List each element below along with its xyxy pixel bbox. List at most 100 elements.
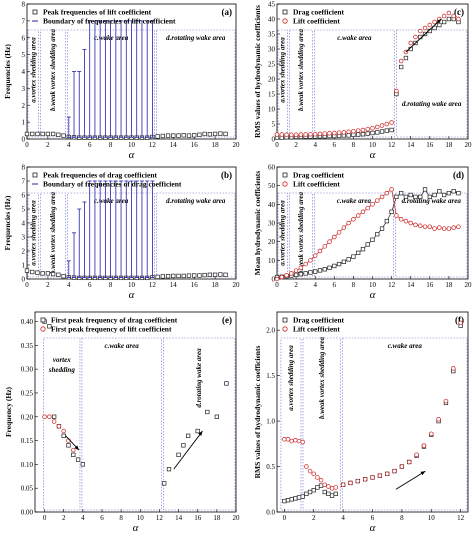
data-point (456, 224, 461, 229)
data-point (298, 265, 304, 271)
y-tick-label: 0.35 (21, 342, 34, 350)
y-tick-label: 1.5 (266, 372, 275, 380)
region-box (156, 192, 236, 278)
data-point (389, 120, 394, 125)
data-point (308, 131, 313, 137)
y-tick-label: 0.0 (266, 509, 275, 517)
data-point (181, 133, 186, 138)
data-point (332, 130, 337, 136)
region-box (156, 29, 236, 138)
data-point (313, 269, 318, 274)
y-tick-label: 35 (268, 31, 276, 39)
x-tick-label: 10 (128, 141, 136, 149)
y-axis-label: Frequencies (Hz) (3, 195, 12, 250)
data-point (304, 491, 309, 496)
data-point (451, 13, 456, 19)
data-point (399, 64, 404, 70)
data-point (289, 497, 294, 502)
y-tick-label: 4 (22, 220, 26, 228)
region-label: c.wake area (94, 34, 129, 42)
y-tick-label: 40 (268, 201, 276, 209)
data-point (336, 130, 342, 135)
data-point (341, 259, 346, 264)
x-tick-label: 8 (352, 281, 356, 289)
data-point (429, 431, 434, 437)
data-point (30, 131, 35, 137)
x-tick-label: 16 (426, 141, 434, 149)
data-point (223, 131, 228, 137)
data-point (212, 272, 218, 277)
data-point (451, 189, 456, 194)
data-point (413, 222, 418, 228)
legend-label: Lift coefficient (293, 180, 340, 189)
data-point (61, 428, 66, 434)
y-tick-label: 20 (268, 238, 276, 246)
data-point (322, 267, 327, 272)
region-box (40, 192, 67, 278)
data-point (377, 473, 383, 478)
legend-marker (32, 172, 38, 178)
legend-marker (32, 9, 38, 15)
x-tick-label: 10 (369, 141, 377, 149)
x-tick-label: 16 (194, 514, 202, 522)
y-tick-label: 2.0 (266, 327, 275, 335)
region-label: b.weak vortex shedding area (297, 191, 305, 274)
data-point (441, 19, 447, 25)
y-tick-label: 45 (268, 1, 276, 9)
arrow-head (74, 445, 80, 451)
data-point (284, 273, 289, 278)
data-point (329, 493, 335, 498)
data-point (432, 192, 437, 198)
x-tick-label: 18 (213, 514, 221, 522)
data-point (207, 272, 213, 277)
data-point (181, 443, 186, 448)
data-point (66, 443, 71, 448)
x-tick-label: 4 (313, 141, 317, 149)
panel-label: (d) (453, 170, 464, 180)
x-tick-label: 12 (388, 141, 396, 149)
data-point (351, 132, 356, 137)
x-tick-label: 0 (283, 514, 287, 522)
region-box (289, 192, 313, 278)
data-point (346, 220, 351, 226)
y-tick-label: 0.20 (21, 413, 34, 421)
region-box (43, 337, 81, 511)
data-point (413, 194, 418, 200)
data-point (80, 462, 86, 467)
data-point (307, 489, 313, 495)
x-tick-label: 12 (457, 514, 465, 522)
data-point (171, 273, 176, 279)
data-point (370, 475, 375, 480)
chart-panel: 0 2 4 6 8 10 12 14 16 18 20 0.00 0.05 0.10 0.15 0.20 0.2… (4, 311, 240, 534)
data-point (333, 485, 339, 490)
data-point (355, 128, 361, 133)
y-tick-label: 10 (268, 106, 276, 114)
data-point (304, 464, 309, 469)
data-point (289, 271, 294, 276)
x-tick-label: 0 (43, 514, 47, 522)
x-tick-label: 10 (137, 514, 145, 522)
region-box (313, 192, 394, 278)
arrow-head (198, 431, 203, 436)
data-point (384, 128, 389, 133)
data-point (42, 414, 47, 420)
data-point (346, 257, 351, 262)
data-point (370, 125, 375, 131)
x-tick-label: 14 (407, 141, 415, 149)
data-point (392, 468, 397, 474)
data-point (298, 132, 304, 137)
data-point (346, 129, 351, 135)
data-point (375, 232, 380, 237)
plot-frame (276, 311, 469, 513)
legend-marker (282, 172, 288, 178)
data-point (308, 270, 313, 275)
data-point (56, 132, 61, 137)
data-point (312, 131, 318, 137)
x-tick-label: 4 (313, 281, 317, 289)
data-point (360, 209, 366, 215)
y-axis-label: RMS values of hydrodynamic coefficients (253, 5, 262, 138)
region-label: b.weak vortex shedding area (318, 336, 326, 419)
data-point (311, 471, 316, 477)
data-point (414, 452, 419, 457)
data-point (322, 489, 327, 495)
